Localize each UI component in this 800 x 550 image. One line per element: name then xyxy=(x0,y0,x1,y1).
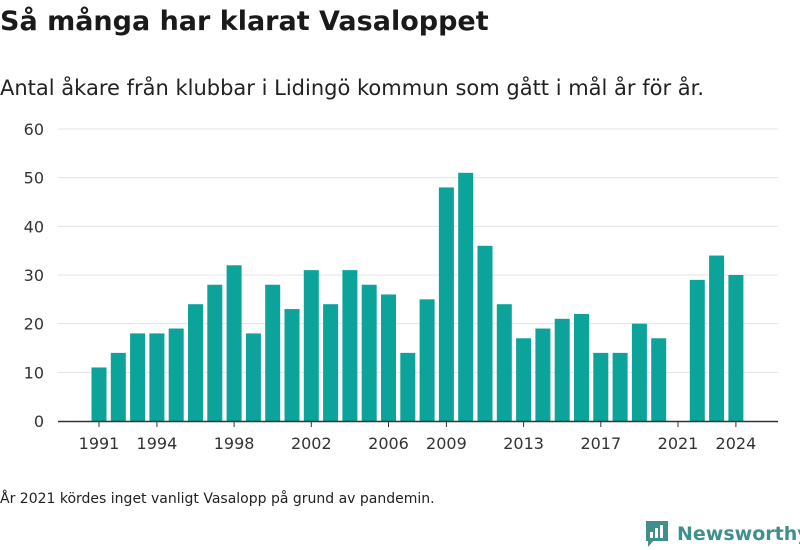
bar xyxy=(477,245,493,421)
bar xyxy=(535,328,551,421)
bar xyxy=(303,270,319,421)
bar xyxy=(361,284,377,421)
newsworthy-logo[interactable]: Newsworthy xyxy=(644,519,800,549)
bar xyxy=(91,367,107,421)
y-tick-label: 60 xyxy=(24,120,44,139)
bar xyxy=(496,304,512,421)
bar xyxy=(188,304,203,421)
bar xyxy=(226,265,242,421)
bar xyxy=(593,352,609,421)
bar xyxy=(554,318,570,421)
x-tick-label: 2017 xyxy=(580,434,621,453)
y-tick-label: 0 xyxy=(34,412,44,431)
y-tick-label: 30 xyxy=(24,266,44,285)
y-tick-label: 20 xyxy=(24,315,44,334)
y-tick-label: 50 xyxy=(24,169,44,188)
bar xyxy=(574,313,589,421)
bar xyxy=(323,304,339,421)
bar xyxy=(207,284,223,421)
bar xyxy=(651,338,667,421)
x-tick-label: 2024 xyxy=(716,434,757,453)
x-tick-label: 2013 xyxy=(503,434,544,453)
bar xyxy=(631,323,647,421)
footnote: År 2021 kördes inget vanligt Vasalopp på… xyxy=(0,491,435,507)
y-tick-label: 40 xyxy=(24,217,44,236)
x-tick-label: 2006 xyxy=(368,434,409,453)
chart-subtitle: Antal åkare från klubbar i Lidingö kommu… xyxy=(0,76,705,100)
bar xyxy=(709,255,725,421)
bar xyxy=(728,275,744,421)
bar xyxy=(110,352,126,421)
x-tick-label: 2021 xyxy=(658,434,699,453)
bar xyxy=(689,279,705,421)
bar xyxy=(516,338,532,421)
bar xyxy=(168,328,184,421)
bar xyxy=(458,172,474,421)
brand-name: Newsworthy xyxy=(677,523,800,545)
x-tick-label: 1991 xyxy=(79,434,120,453)
x-tick-label: 1998 xyxy=(214,434,255,453)
x-tick-label: 2002 xyxy=(291,434,332,453)
bar xyxy=(438,187,454,421)
bar xyxy=(149,333,165,421)
bar xyxy=(265,284,281,421)
bar xyxy=(342,270,358,421)
bar-chart: 0 10 20 30 40 50 60 1991 1994 1998 2002 2006 2009 201… xyxy=(24,120,778,453)
bar xyxy=(130,333,146,421)
y-tick-label: 10 xyxy=(24,363,44,382)
bar xyxy=(400,352,416,421)
bar xyxy=(284,309,300,421)
x-tick-label: 1994 xyxy=(137,434,178,453)
bar xyxy=(245,333,261,421)
bar xyxy=(419,299,435,421)
bar xyxy=(612,352,628,421)
chart-title: Så många har klarat Vasaloppet xyxy=(0,6,489,37)
bar xyxy=(381,294,396,421)
x-tick-label: 2009 xyxy=(426,434,467,453)
newsworthy-logo-icon xyxy=(646,521,668,547)
